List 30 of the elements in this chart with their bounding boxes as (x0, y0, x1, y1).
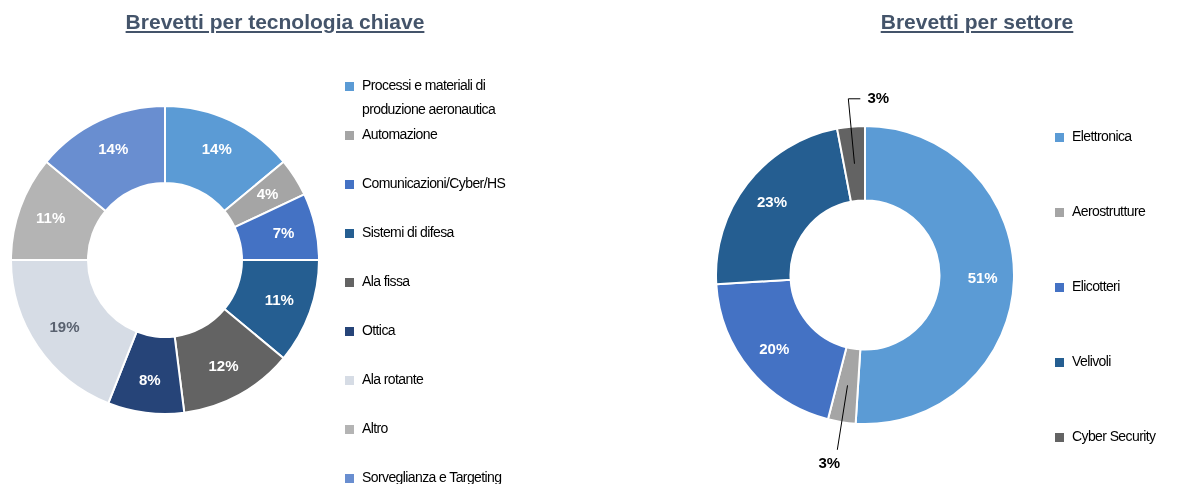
data-label: 19% (49, 318, 80, 336)
legend-label: Ala rotante (362, 370, 424, 389)
data-label: 20% (759, 340, 790, 358)
legend-label: Ottica (362, 321, 395, 340)
legend-label: Processi e materiali di produzione aeronautica (362, 76, 497, 119)
legend-label: Ala fissa (362, 272, 410, 291)
legend-label: Elicotteri (1072, 277, 1120, 296)
legend-label: Automazione (362, 125, 438, 144)
data-label: 11% (36, 208, 66, 226)
chart-title: Brevetti per tecnologia chiave (125, 10, 425, 34)
data-label: 14% (201, 140, 232, 158)
legend-label: Elettronica (1072, 127, 1132, 146)
data-label: 8% (138, 370, 161, 388)
data-label: 3% (867, 88, 890, 106)
legend-label: Sorveglianza e Targeting (362, 468, 502, 484)
data-label: 51% (967, 268, 998, 286)
chart-title: Brevetti per settore (880, 10, 1074, 34)
data-label: 14% (98, 140, 129, 158)
data-label: 7% (272, 223, 295, 241)
legend-label: Velivoli (1072, 352, 1111, 371)
data-label: 23% (756, 192, 787, 210)
legend-label: Comunicazioni/Cyber/HS (362, 174, 506, 193)
legend-label: Sistemi di difesa (362, 223, 454, 242)
data-label: 4% (256, 185, 279, 203)
data-label: 3% (818, 453, 841, 471)
legend-label: Cyber Security (1072, 427, 1156, 446)
legend-label: Altro (362, 419, 388, 438)
data-label: 11% (264, 291, 294, 309)
legend-label: Aerostrutture (1072, 202, 1146, 221)
data-label: 12% (208, 356, 239, 374)
